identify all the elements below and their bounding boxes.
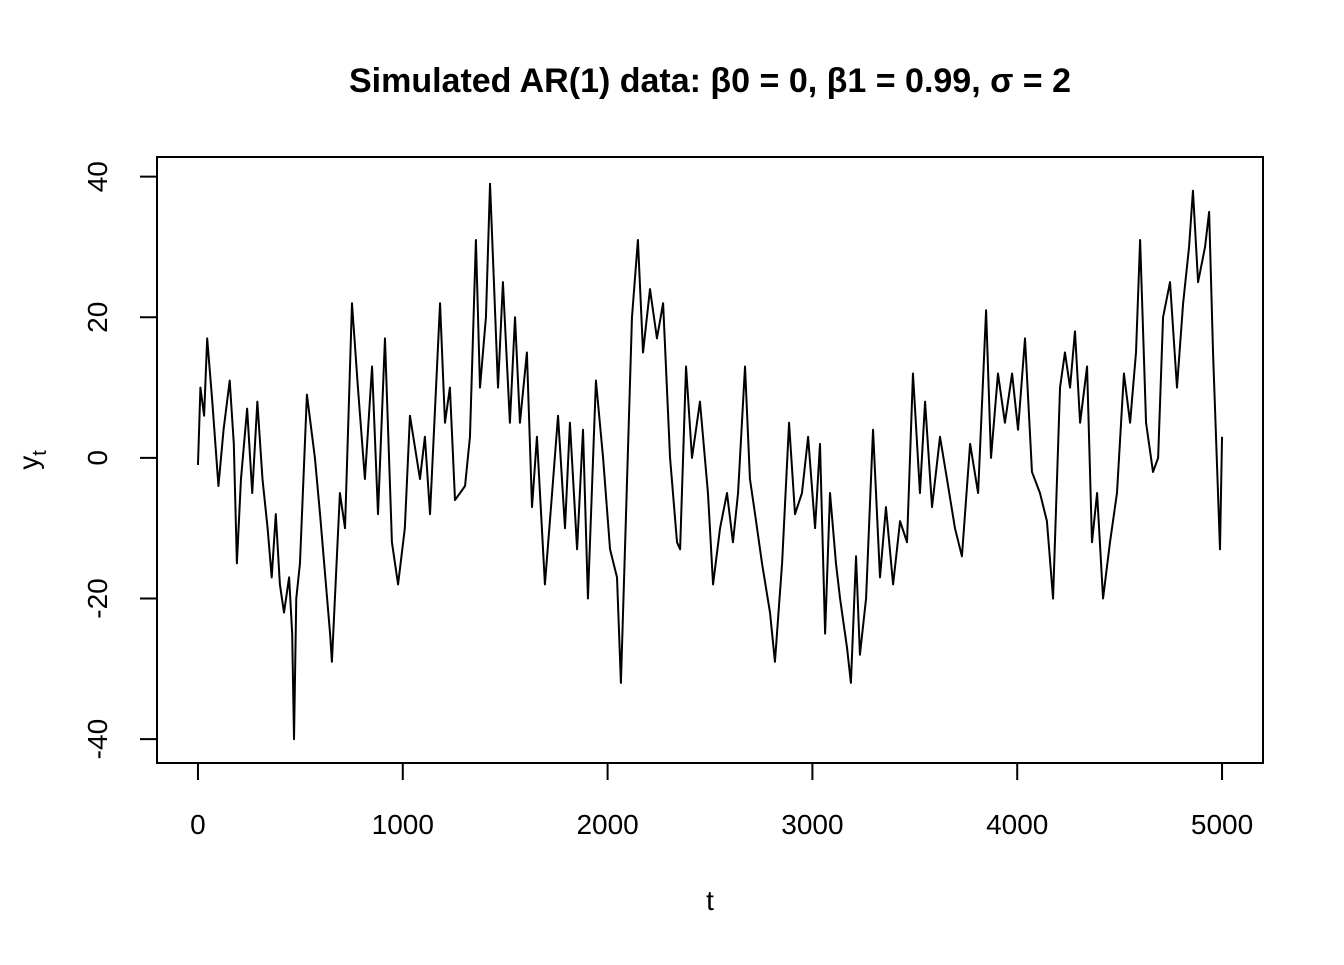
x-tick-label: 3000 bbox=[781, 809, 843, 840]
x-tick-label: 1000 bbox=[372, 809, 434, 840]
x-tick-label: 0 bbox=[190, 809, 206, 840]
y-axis-label: yt bbox=[13, 450, 51, 470]
data-line bbox=[196, 182, 1224, 741]
y-tick-label: 0 bbox=[82, 450, 113, 466]
y-axis-label-main: y bbox=[13, 456, 44, 470]
y-axis-label-subscript: t bbox=[29, 450, 51, 456]
y-tick-label: -40 bbox=[82, 719, 113, 759]
x-tick-label: 2000 bbox=[576, 809, 638, 840]
x-axis-label: t bbox=[706, 885, 714, 916]
chart-title: Simulated AR(1) data: β0 = 0, β1 = 0.99,… bbox=[349, 62, 1071, 100]
y-axis-label-group: yt bbox=[13, 450, 51, 470]
y-tick-label: 20 bbox=[82, 302, 113, 333]
y-tick-label: -20 bbox=[82, 578, 113, 618]
x-tick-label: 5000 bbox=[1191, 809, 1253, 840]
y-tick-label: 40 bbox=[82, 161, 113, 192]
x-tick-label: 4000 bbox=[986, 809, 1048, 840]
plot-frame bbox=[156, 156, 1264, 764]
